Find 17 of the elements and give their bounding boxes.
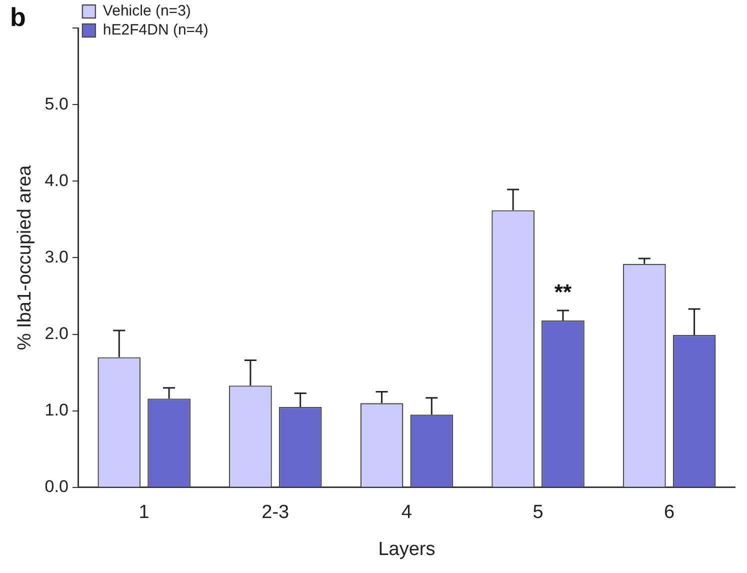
x-tick-label: 5 bbox=[532, 502, 544, 524]
x-tick-label: 2-3 bbox=[262, 502, 290, 524]
y-tick-label: 2.0 bbox=[44, 324, 68, 343]
y-tick-label: 1.0 bbox=[44, 400, 68, 420]
x-tick-label: 1 bbox=[138, 502, 150, 524]
annotation: ** bbox=[554, 280, 572, 305]
legend-label: hE2F4DN (n=4) bbox=[102, 22, 208, 39]
y-tick-label: 5.0 bbox=[44, 94, 68, 114]
y-tick-label: 4.0 bbox=[44, 170, 68, 190]
x-tick-label: 4 bbox=[401, 502, 412, 524]
x-axis-title: Layers bbox=[378, 538, 436, 560]
text: b bbox=[10, 2, 26, 32]
y-tick-label: 3.0 bbox=[44, 247, 68, 266]
legend-label: Vehicle (n=3) bbox=[102, 2, 191, 20]
y-tick-label: 0.0 bbox=[44, 477, 68, 496]
y-axis-title: % Iba1-occupied area bbox=[14, 164, 36, 350]
x-tick-label: 6 bbox=[664, 502, 675, 524]
